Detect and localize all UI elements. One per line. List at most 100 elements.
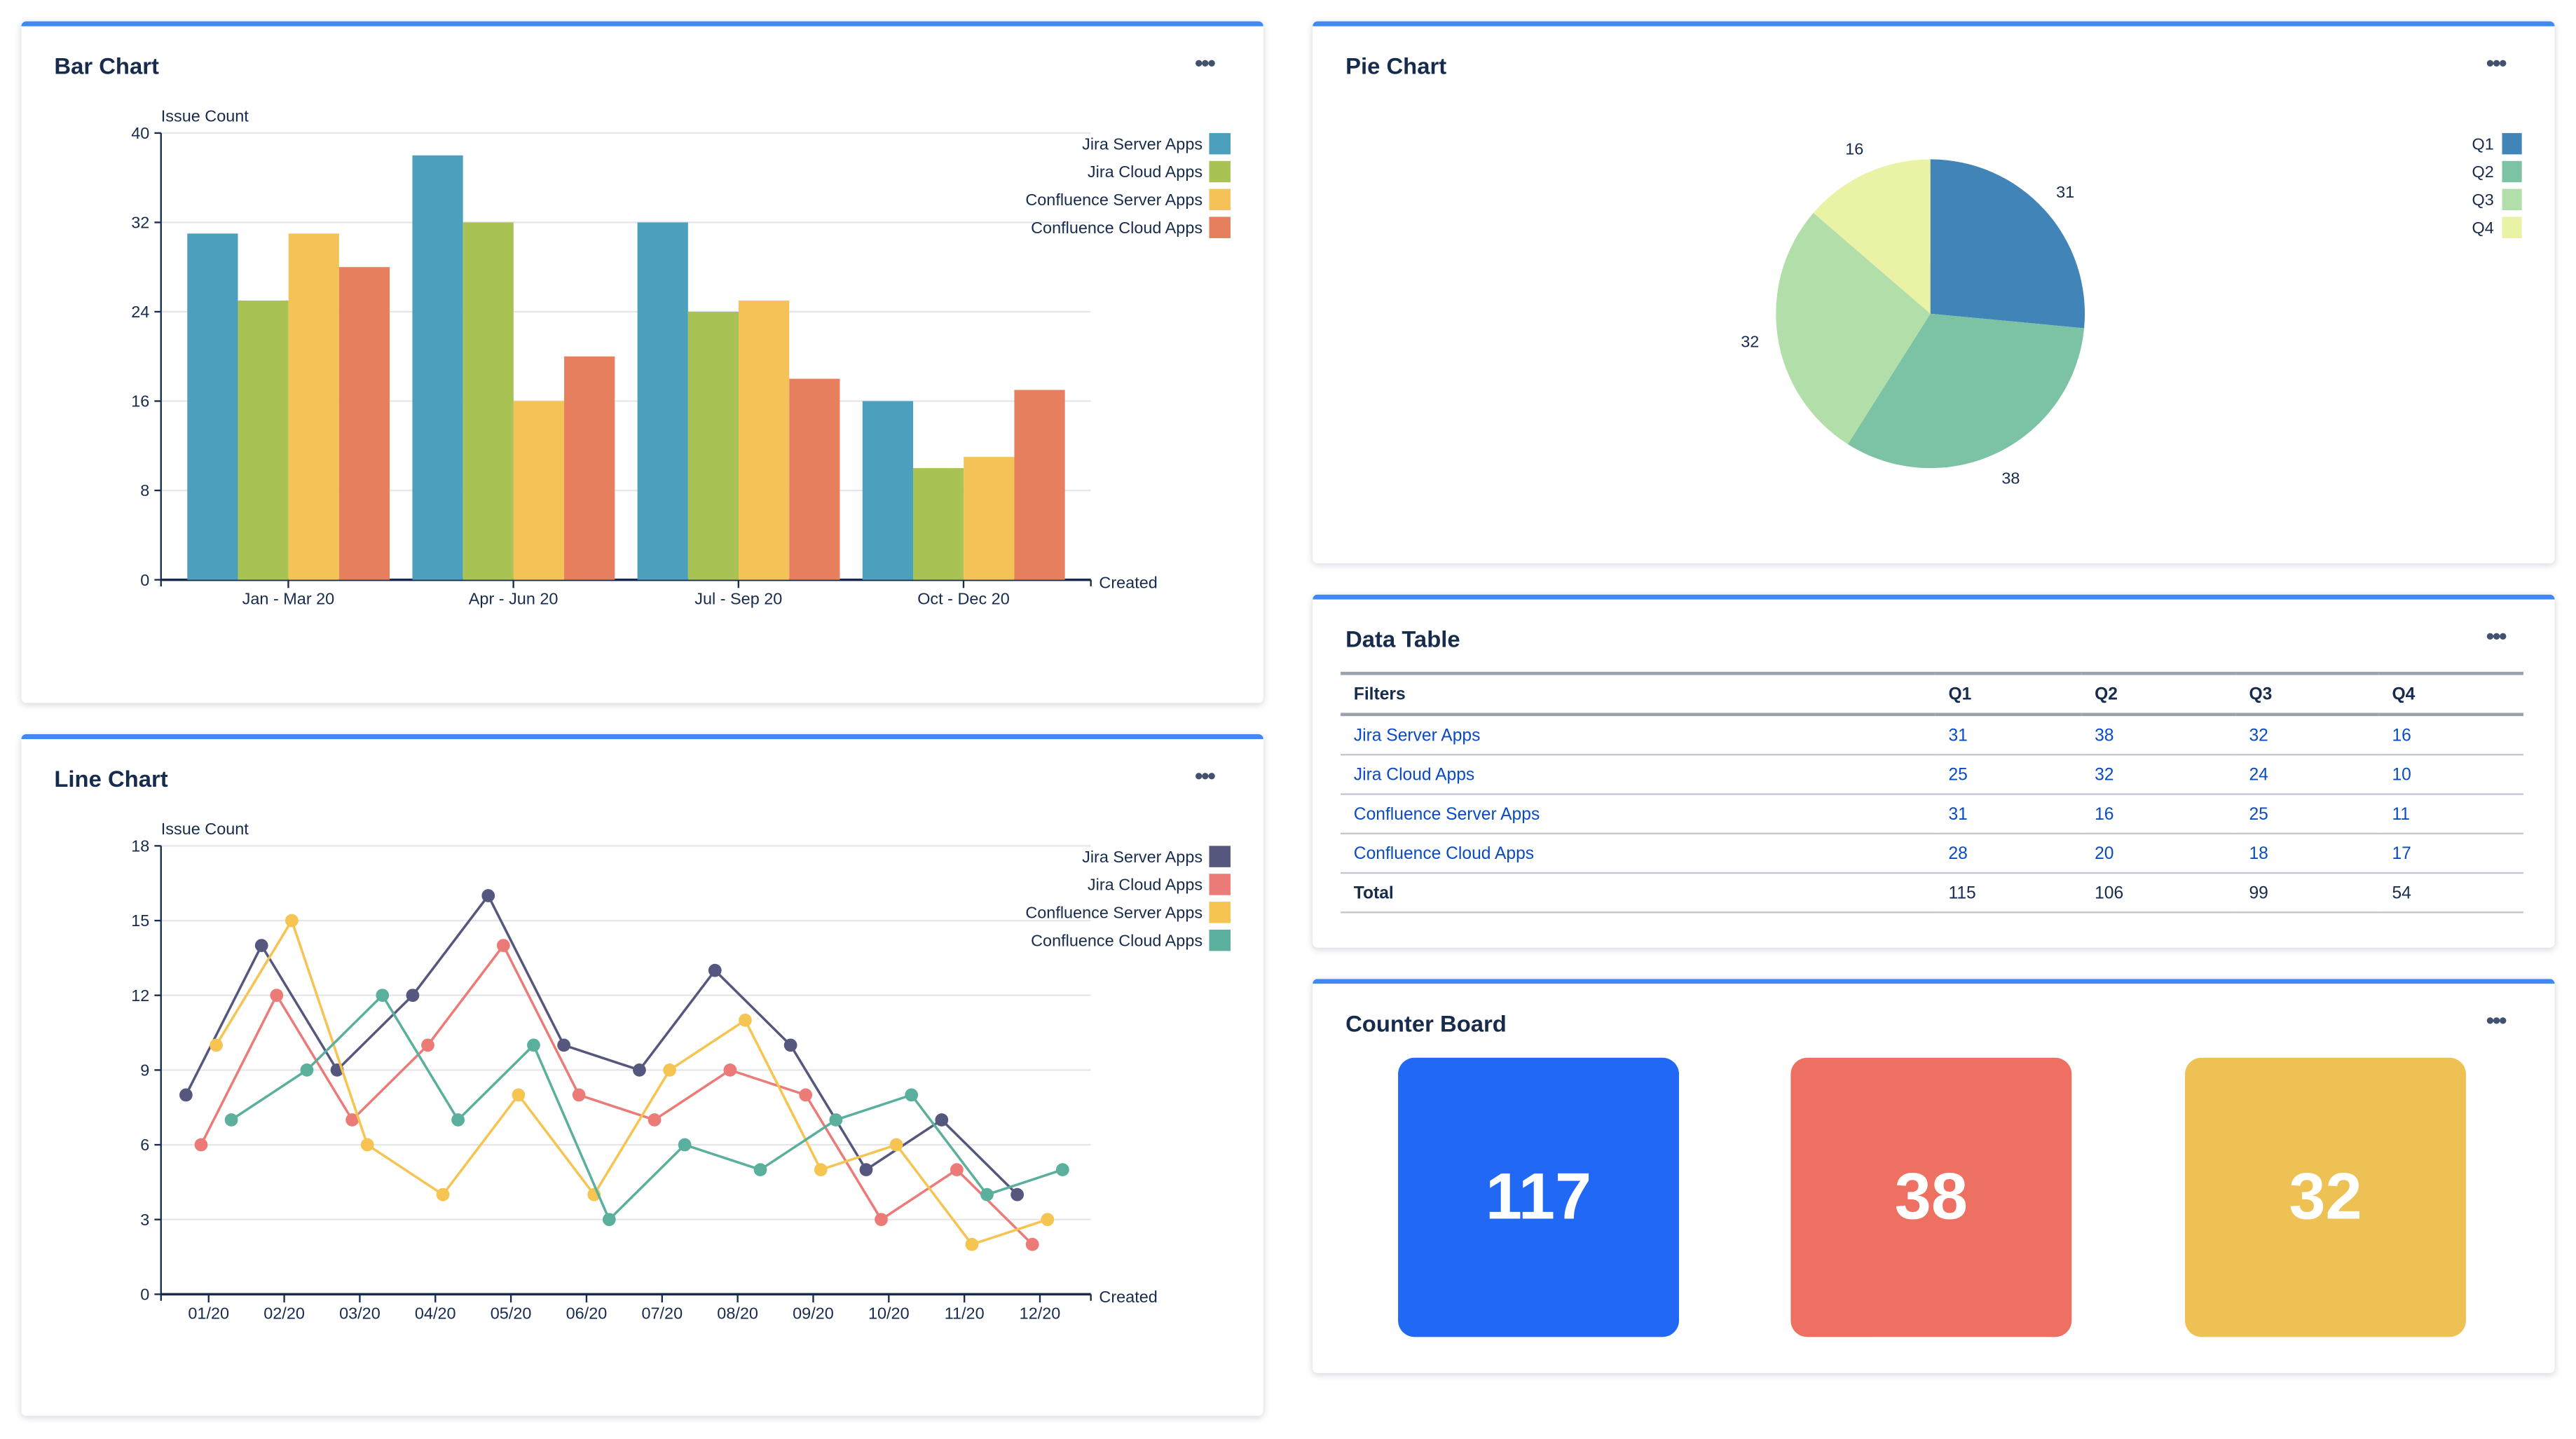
legend-label: Confluence Server Apps [1025, 904, 1203, 922]
legend-swatch [1209, 902, 1231, 923]
legend-swatch [1209, 846, 1231, 867]
cell-value[interactable]: 32 [2081, 755, 2236, 795]
pie-slice [1847, 313, 2085, 469]
data-point [905, 1088, 919, 1102]
cell-value[interactable]: 24 [2235, 755, 2379, 795]
cell-value: 106 [2081, 873, 2236, 914]
more-options-icon[interactable]: ••• [2486, 49, 2507, 76]
cell-value[interactable]: 16 [2378, 714, 2523, 756]
data-point [496, 939, 510, 952]
data-point [406, 989, 420, 1003]
cell-value[interactable]: 10 [2378, 755, 2523, 795]
data-table: Filters Q1 Q2 Q3 Q4 Jira Server Apps 31 38… [1341, 671, 2523, 914]
bar-chart-card: Bar Chart ••• 0 8 16 24 32 40 Issue Count Creat… [21, 21, 1263, 703]
more-options-icon[interactable]: ••• [1195, 762, 1216, 789]
x-tick-label: Oct - Dec 20 [917, 590, 1010, 608]
data-point [663, 1063, 676, 1077]
bar [288, 233, 339, 580]
row-label[interactable]: Confluence Cloud Apps [1341, 833, 1936, 874]
counter-tile[interactable]: 38 [1790, 1057, 2072, 1337]
row-label[interactable]: Jira Server Apps [1341, 714, 1936, 756]
pie-chart: 31 Q1 38 Q2 32 Q3 16 Q4 [1741, 132, 2522, 488]
data-point [194, 1138, 208, 1152]
table-row: Confluence Cloud Apps 28 20 18 17 [1341, 833, 2523, 874]
pie-slice [1930, 159, 2085, 329]
pie-chart-card: Pie Chart ••• 31 Q1 38 Q2 32 Q3 16 Q4 [1313, 21, 2555, 564]
cell-value: 54 [2378, 873, 2523, 914]
data-point [210, 1038, 223, 1052]
y-tick-label: 12 [131, 986, 149, 1005]
cell-value[interactable]: 16 [2081, 794, 2236, 834]
cell-value[interactable]: 17 [2378, 833, 2523, 874]
data-point [602, 1213, 616, 1227]
data-point [436, 1187, 450, 1202]
line-chart: 0 3 6 9 12 15 18 Issue Count Created Jira Server … [131, 820, 1231, 1323]
line-chart-card: Line Chart ••• 0 3 6 9 12 15 18 Issue Count Crea… [21, 734, 1263, 1416]
more-options-icon[interactable]: ••• [2486, 1007, 2507, 1033]
x-tick-label: 02/20 [263, 1304, 305, 1323]
bar [513, 401, 565, 580]
cell-value[interactable]: 31 [1935, 794, 2082, 834]
cell-value[interactable]: 25 [1935, 755, 2082, 795]
y-tick-label: 9 [140, 1061, 149, 1080]
data-point [875, 1213, 888, 1227]
legend-label: Jira Cloud Apps [1088, 876, 1203, 894]
data-point [935, 1113, 949, 1127]
cell-value[interactable]: 18 [2235, 833, 2379, 874]
data-point [285, 914, 299, 928]
legend-swatch [2502, 216, 2522, 238]
x-tick-label: 12/20 [1020, 1304, 1061, 1323]
x-tick-label: Apr - Jun 20 [469, 590, 559, 608]
bar [637, 222, 688, 580]
bar [463, 222, 514, 580]
cell-value[interactable]: 25 [2235, 794, 2379, 834]
card-title: Data Table [1345, 626, 1460, 652]
legend-label: Jira Server Apps [1082, 135, 1203, 153]
data-point [376, 989, 390, 1003]
data-point [1010, 1187, 1025, 1202]
bar [238, 301, 289, 580]
data-point [254, 939, 268, 952]
x-tick-label: 06/20 [566, 1304, 608, 1323]
card-title: Counter Board [1345, 1010, 1507, 1037]
bar [687, 311, 739, 580]
cell-value[interactable]: 20 [2081, 833, 2236, 874]
data-point [557, 1038, 570, 1052]
table-total-row: Total 115 106 99 54 [1341, 873, 2523, 914]
more-options-icon[interactable]: ••• [1195, 49, 1216, 76]
legend-swatch [2502, 188, 2522, 211]
card-title: Pie Chart [1345, 53, 1447, 79]
data-point [708, 963, 722, 977]
column-header: Q4 [2378, 671, 2523, 717]
data-point [224, 1113, 238, 1127]
y-tick-label: 3 [140, 1211, 149, 1229]
cell-value[interactable]: 11 [2378, 794, 2523, 834]
x-axis-label: Created [1099, 1288, 1157, 1306]
more-options-icon[interactable]: ••• [2486, 622, 2507, 649]
data-point [980, 1187, 994, 1202]
pie-slice-label: 38 [2001, 469, 2020, 488]
x-tick-label: 07/20 [641, 1304, 683, 1323]
data-point [783, 1038, 797, 1052]
series-line [200, 943, 1034, 1246]
row-label[interactable]: Jira Cloud Apps [1341, 755, 1936, 795]
counter-tile[interactable]: 117 [1398, 1057, 1679, 1337]
row-label: Total [1341, 873, 1936, 914]
cell-value[interactable]: 32 [2235, 714, 2379, 756]
legend-label: Q4 [2472, 219, 2494, 237]
bar [739, 301, 790, 580]
y-tick-label: 40 [131, 124, 149, 142]
column-header: Q3 [2235, 671, 2379, 717]
cell-value[interactable]: 38 [2081, 714, 2236, 756]
cell-value[interactable]: 28 [1935, 833, 2082, 874]
table-header-row: Filters Q1 Q2 Q3 Q4 [1341, 671, 2523, 717]
cell-value[interactable]: 31 [1935, 714, 2082, 756]
data-point [829, 1113, 843, 1127]
row-label[interactable]: Confluence Server Apps [1341, 794, 1936, 834]
legend-swatch [1209, 132, 1231, 155]
data-point [179, 1088, 193, 1102]
data-point [421, 1038, 434, 1052]
data-table-card: Data Table ••• Filters Q1 Q2 Q3 Q4 Jira … [1313, 594, 2555, 948]
counter-tile[interactable]: 32 [2185, 1057, 2466, 1337]
